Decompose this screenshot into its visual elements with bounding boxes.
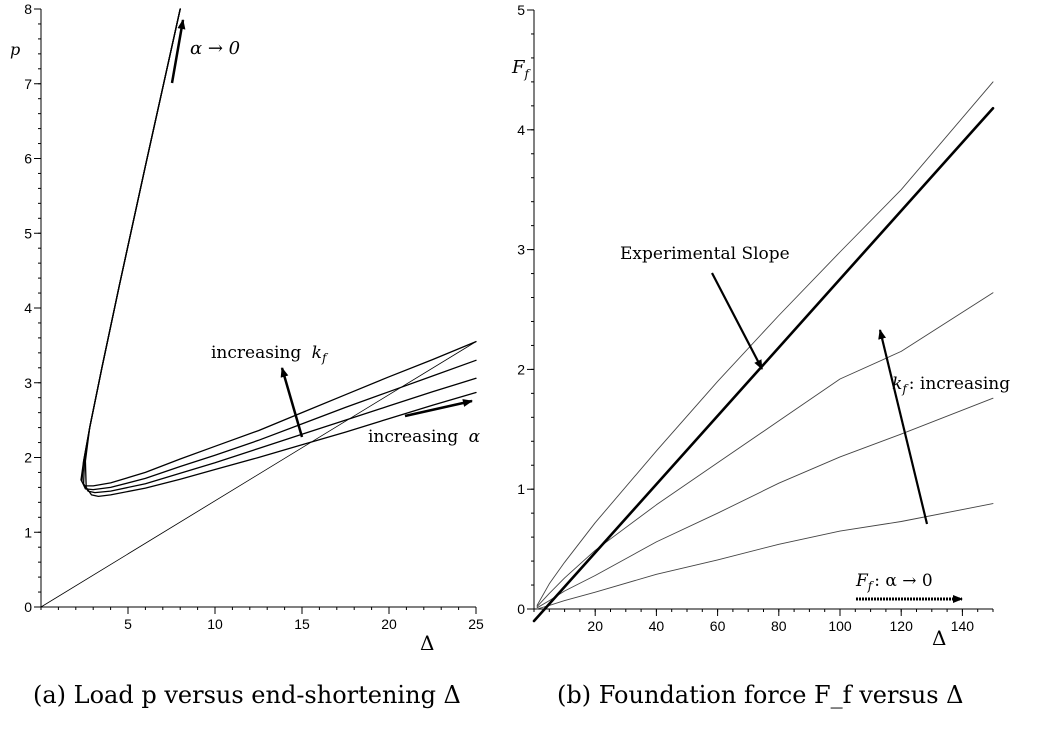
chart-b-arrow-experimental-slope [711,272,763,370]
chart-a-x-axis-label: Δ [420,631,434,655]
chart-a-annotation-increasing-alpha: increasing α [368,427,481,447]
chart-b-axes [527,9,994,616]
chart-b-x-tick-label: 100 [828,618,852,634]
chart-a: 0 1 2 3 4 5 6 7 8 5 10 15 20 25 p Δ increasing kf inc… [10,1,484,655]
chart-a-axes [34,8,477,614]
chart-a-series-5 [40,341,477,608]
chart-b-x-tick-label: 40 [649,618,665,634]
chart-b-x-tick-label: 140 [951,618,975,634]
chart-b-series-4 [536,503,994,610]
chart-b-annotation-kf-increasing: kf: increasing [892,374,1010,396]
chart-a-y-tick-label: 6 [24,151,32,167]
chart-b-y-tick-label: 5 [517,2,525,18]
chart-b-series [532,81,995,623]
caption-a: (a) Load p versus end-shortening Δ [33,681,461,709]
chart-b: 0 1 2 3 4 5 20 40 60 80 100 120 140 Ff Δ Experimenta… [511,2,1010,650]
chart-a-x-tick-label: 25 [468,616,484,632]
chart-b-y-tick-label: 3 [517,242,525,258]
chart-b-y-tick-label: 4 [517,122,525,138]
chart-a-arrow-increasing-alpha [404,399,473,418]
chart-a-annotation-increasing-kf: increasing kf [211,343,329,365]
chart-a-ticks: 0 1 2 3 4 5 6 7 8 5 10 15 20 25 [24,1,484,632]
chart-a-annotation-alpha-to-zero: α → 0 [190,38,240,59]
chart-a-y-tick-label: 8 [24,1,32,17]
chart-b-ticks: 0 1 2 3 4 5 20 40 60 80 100 120 140 [517,2,974,634]
chart-b-y-axis-label: Ff [511,57,532,81]
chart-a-series [40,8,477,608]
chart-a-x-tick-label: 20 [381,616,397,632]
chart-a-y-tick-label: 0 [24,599,32,615]
chart-b-x-tick-label: 80 [771,618,787,634]
chart-b-annotation-experimental-slope: Experimental Slope [620,244,790,264]
chart-b-series-5 [532,106,995,623]
chart-a-arrow-increasing-kf [280,367,304,438]
chart-a-series-2 [81,8,477,491]
chart-a-series-3 [82,8,477,494]
caption-b: (b) Foundation force F_f versus Δ [557,681,963,709]
chart-a-y-tick-label: 4 [24,300,32,316]
chart-b-y-tick-label: 0 [517,601,525,617]
chart-a-x-tick-label: 15 [294,616,310,632]
chart-b-x-tick-label: 20 [587,618,603,634]
chart-a-y-tick-label: 5 [24,225,32,241]
chart-b-y-tick-label: 2 [517,361,525,377]
chart-a-y-tick-label: 1 [24,524,32,540]
chart-a-y-axis-label: p [10,40,20,59]
chart-a-y-tick-label: 2 [24,450,32,466]
chart-a-y-tick-label: 3 [24,375,32,391]
chart-b-y-tick-label: 1 [517,481,525,497]
chart-b-x-tick-label: 120 [890,618,914,634]
chart-b-arrow-kf-increasing [878,329,929,525]
chart-b-annotation-ff-alpha-to-zero: Ff: α → 0 [855,571,933,593]
chart-a-series-4 [84,8,477,498]
chart-b-x-tick-label: 60 [710,618,726,634]
chart-b-x-axis-label: Δ [932,626,946,650]
chart-b-series-2 [536,292,994,608]
chart-a-x-tick-label: 5 [124,616,132,632]
chart-a-x-tick-label: 10 [207,616,223,632]
chart-a-y-tick-label: 7 [24,76,32,92]
chart-a-arrow-alpha-to-zero [170,19,186,84]
chart-b-series-1 [536,81,994,606]
